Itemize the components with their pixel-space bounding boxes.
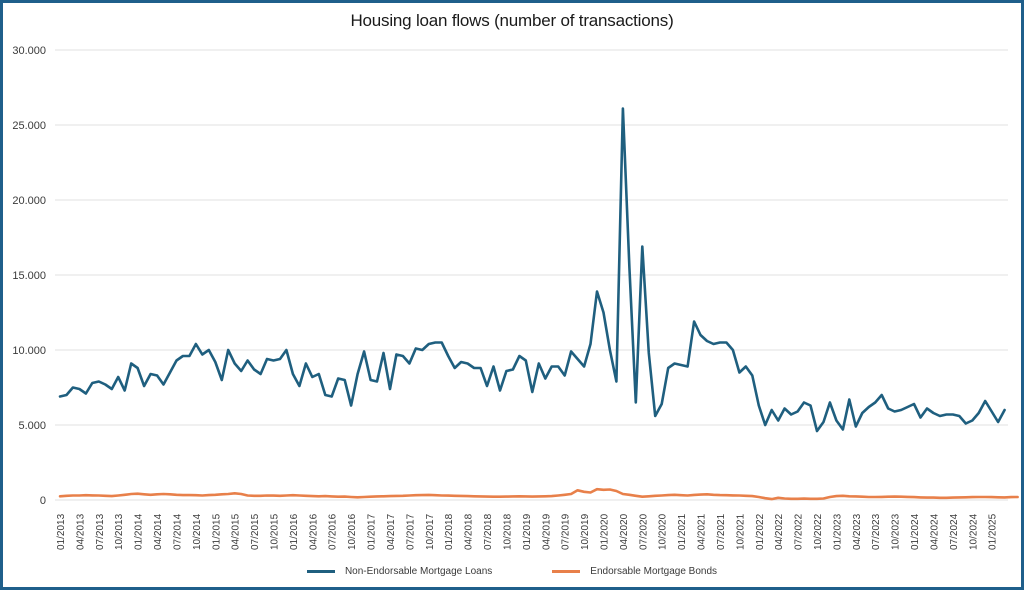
legend-swatch-orange [552,569,581,573]
x-tick-label: 07/2024 [949,513,960,550]
x-axis-ticks: 01/2013 04/2013 07/2013 10/2013 01/2014 04/20… [56,513,999,550]
x-tick-label: 10/2016 [347,513,358,550]
x-tick-label: 07/2015 [250,513,261,550]
y-tick-label: 20.000 [12,195,46,207]
x-tick-label: 04/2023 [852,513,863,550]
x-tick-label: 04/2018 [464,513,475,550]
legend-label: Non-Endorsable Mortgage Loans [344,565,493,577]
x-tick-label: 04/2022 [774,513,785,550]
x-tick-label: 01/2024 [910,513,921,550]
x-tick-label: 10/2022 [813,513,824,550]
x-tick-label: 07/2016 [328,513,339,550]
x-tick-label: 10/2014 [192,513,203,550]
y-axis-ticks: 0 5.000 10.000 15.000 20.000 25.000 30.000 [12,45,46,507]
y-tick-label: 5.000 [18,420,46,432]
legend-item-non-endorsable: Non-Endorsable Mortgage Loans [306,562,493,580]
x-tick-label: 04/2019 [541,513,552,550]
legend-item-endorsable: Endorsable Mortgage Bonds [552,562,717,580]
x-tick-label: 10/2024 [968,513,979,550]
x-tick-label: 01/2022 [755,513,766,550]
x-tick-label: 07/2021 [716,513,727,550]
x-tick-label: 04/2024 [929,513,940,550]
x-tick-label: 01/2023 [832,513,843,550]
x-tick-label: 10/2018 [502,513,513,550]
legend: Non-Endorsable Mortgage Loans Endorsable… [0,562,1024,580]
x-tick-label: 04/2013 [75,513,86,550]
y-tick-label: 15.000 [12,270,46,282]
gridlines [55,49,1008,501]
legend-label: Endorsable Mortgage Bonds [590,565,718,577]
y-tick-label: 0 [40,495,46,507]
x-tick-label: 01/2014 [134,513,145,550]
x-tick-label: 01/2015 [211,513,222,550]
x-tick-label: 01/2018 [444,513,455,550]
x-tick-label: 10/2017 [425,513,436,550]
data-lines [58,107,1019,501]
x-tick-label: 07/2017 [405,513,416,550]
x-tick-label: 01/2017 [367,513,378,550]
x-tick-label: 10/2019 [580,513,591,550]
x-tick-label: 07/2013 [95,513,106,550]
x-tick-label: 07/2019 [561,513,572,550]
series-line [58,107,1006,433]
y-tick-label: 25.000 [12,120,46,132]
x-tick-label: 04/2014 [153,513,164,550]
x-tick-label: 07/2018 [483,513,494,550]
x-tick-label: 07/2020 [638,513,649,550]
x-tick-label: 01/2025 [988,513,999,550]
x-tick-label: 07/2023 [871,513,882,550]
x-tick-label: 07/2022 [794,513,805,550]
x-tick-label: 04/2015 [231,513,242,550]
x-tick-label: 01/2016 [289,513,300,550]
x-tick-label: 04/2017 [386,513,397,550]
x-tick-label: 10/2020 [658,513,669,550]
x-tick-label: 04/2016 [308,513,319,550]
x-tick-label: 01/2020 [599,513,610,550]
y-tick-label: 30.000 [12,45,46,57]
chart-title: Housing loan flows (number of transactio… [350,11,674,30]
x-tick-label: 01/2019 [522,513,533,550]
x-tick-label: 10/2013 [114,513,125,550]
x-tick-label: 07/2014 [172,513,183,550]
series-line [58,487,1019,501]
legend-swatch-blue [306,569,335,573]
y-tick-label: 10.000 [12,345,46,357]
x-tick-label: 04/2021 [697,513,708,550]
x-tick-label: 01/2021 [677,513,688,550]
x-tick-label: 10/2015 [270,513,281,550]
x-tick-label: 10/2023 [891,513,902,550]
x-tick-label: 04/2020 [619,513,630,550]
x-tick-label: 01/2013 [56,513,67,550]
x-tick-label: 10/2021 [735,513,746,550]
